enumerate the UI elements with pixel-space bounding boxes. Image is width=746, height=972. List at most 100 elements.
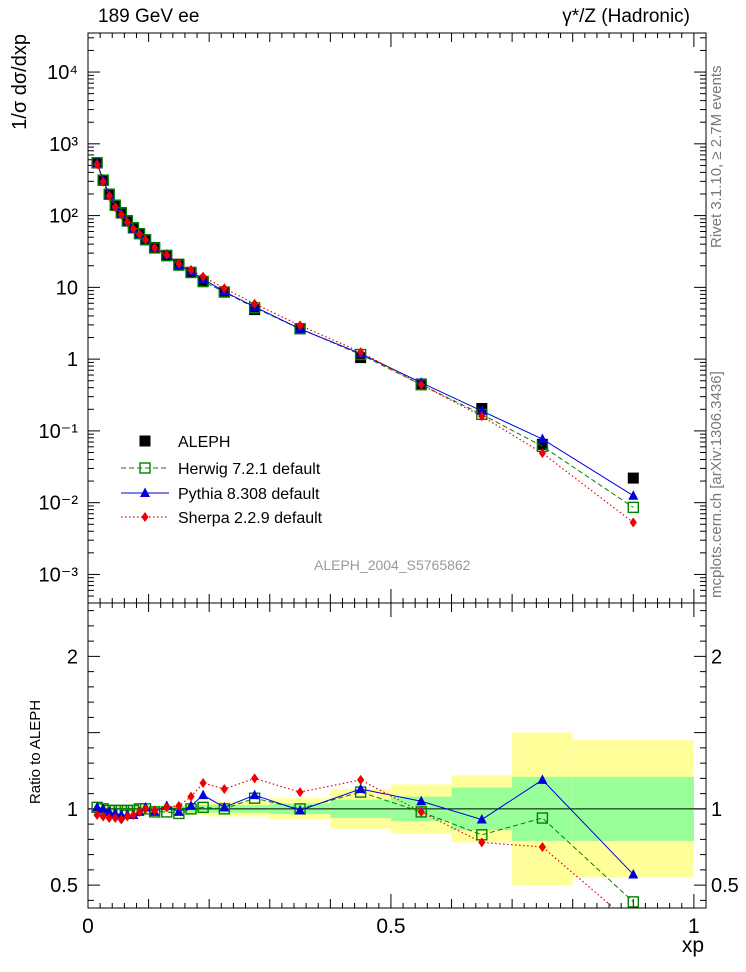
point-pythia [476,405,487,415]
ratio-point-pythia [628,868,639,879]
legend-label-herwig: Herwig 7.2.1 default [178,461,321,478]
ratio-point-pythia [98,803,109,813]
point-sherpa [135,229,144,240]
point-sherpa [478,411,486,422]
ratio-xtick-label: 0.5 [376,915,405,938]
series-line-herwig [96,162,634,508]
ratio-point-sherpa [296,787,304,798]
legend-label-aleph: ALEPH [178,434,230,451]
ratio-point-sherpa [129,809,138,820]
ratio-xtick-label: 0 [82,915,94,938]
ratio-point-herwig [536,812,549,824]
main-ytick-label: 10⁻² [39,493,79,515]
ratio-point-sherpa [93,809,101,820]
point-sherpa [151,242,159,253]
ratio-point-sherpa [123,811,131,822]
point-sherpa [251,298,259,309]
ratio-plot-frame [87,602,707,909]
ratio-point-sherpa [357,774,365,785]
ratio-point-sherpa [105,813,113,824]
ratio-point-sherpa [151,805,159,816]
point-sherpa [538,448,547,459]
point-aleph [627,472,639,484]
ratio-point-sherpa [99,811,107,822]
legend-marker-aleph [139,435,151,447]
point-sherpa [93,159,101,170]
ratio-point-sherpa [163,802,171,813]
point-sherpa [187,264,195,275]
point-sherpa [129,224,138,235]
ratio-ytick-label-left: 0.5 [50,875,78,897]
point-sherpa [220,283,228,294]
ratio-xtick-label: 1 [688,915,700,938]
point-sherpa [629,517,637,528]
ratio-point-pythia [537,774,548,784]
series-line-sherpa [96,164,634,523]
ratio-line-herwig [96,791,634,903]
point-sherpa [111,202,119,213]
point-sherpa [357,347,365,358]
ratio-point-pythia [104,806,115,816]
ratio-point-pythia [295,804,306,815]
ratio-point-sherpa [135,806,144,817]
main-ytick-label: 1 [67,349,78,371]
legend-marker-pythia [140,487,150,497]
ratio-ytick-label-right: 2 [711,646,722,668]
point-sherpa [163,249,171,260]
ratio-point-pythia [476,814,487,824]
point-pythia [628,490,639,500]
point-aleph [536,438,548,450]
ratio-point-sherpa [478,837,486,848]
ratio-point-pythia [219,801,230,812]
ratio-point-pythia [249,789,260,800]
point-sherpa [123,217,131,228]
main-ytick-label: 10 [56,277,78,299]
ratio-point-pythia [198,789,209,800]
xlabel: xp [682,934,704,957]
ratio-ytick-label-right: 0.5 [711,875,739,897]
point-sherpa [199,271,207,282]
ratio-ytick-label-left: 1 [67,799,78,821]
point-sherpa [175,258,183,269]
ratio-ytick-label-left: 2 [67,646,78,668]
point-herwig [627,501,639,514]
ratio-point-sherpa [199,777,207,788]
main-ytick-label: 10³ [49,134,78,156]
main-ytick-label: 10⁻³ [39,564,79,586]
ratio-point-pythia [92,801,103,812]
ratio-point-pythia [173,806,184,816]
ratio-line-sherpa [96,777,615,908]
mcplots-label: mcplots.cern.ch [arXiv:1306.3436] [708,371,725,598]
ratio-point-herwig [627,896,639,908]
ratio-point-sherpa [251,773,259,784]
point-sherpa [117,209,125,220]
point-sherpa [99,176,107,187]
point-pythia [537,433,548,444]
main-ytick-label: 10⁴ [47,62,78,84]
analysis-id-label: ALEPH_2004_S5765862 [314,557,471,573]
ratio-point-sherpa [220,784,228,795]
ratio-point-herwig [197,801,209,814]
ratio-point-sherpa [141,803,150,814]
ratio-ylabel: Ratio to ALEPH [27,700,44,804]
point-sherpa [417,379,425,390]
ratio-point-pythia [416,795,427,806]
point-sherpa [296,320,304,331]
main-ytick-label: 10⁻¹ [39,421,79,443]
rivet-version-label: Rivet 3.1.10, ≥ 2.7M events [708,65,725,249]
header-process-label: γ*/Z (Hadronic) [562,6,690,27]
ratio-point-pythia [186,800,196,810]
main-ylabel: 1/σ dσ/dxp [9,34,31,130]
legend-marker-herwig [139,462,151,474]
ratio-point-sherpa [175,800,183,811]
ratio-point-sherpa [117,814,125,825]
ratio-point-pythia [110,807,121,818]
ratio-point-sherpa [187,791,195,802]
header-energy-label: 189 GeV ee [98,6,200,27]
ratio-point-pythia [355,783,366,794]
legend-label-sherpa: Sherpa 2.2.9 default [178,510,323,527]
ratio-point-sherpa [538,842,547,852]
legend-label-pythia: Pythia 8.308 default [178,486,320,503]
point-sherpa [141,234,150,245]
